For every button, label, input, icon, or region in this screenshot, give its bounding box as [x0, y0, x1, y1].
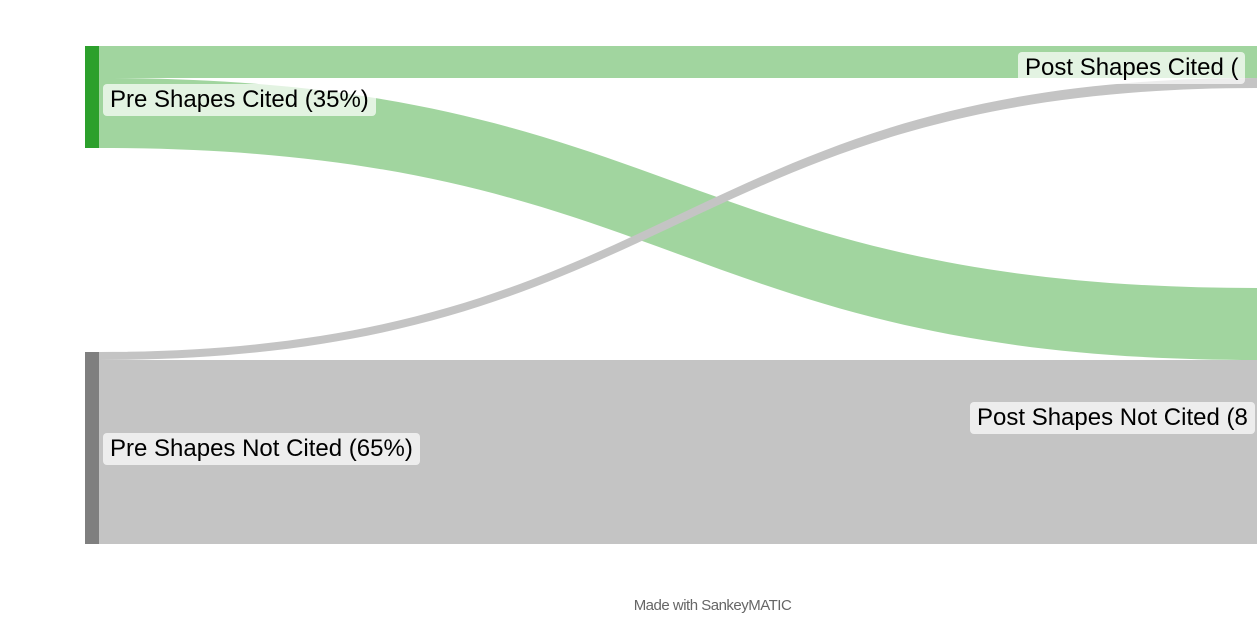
node-pre-shapes-not-cited [85, 352, 99, 544]
label-post-shapes-cited: Post Shapes Cited ( [1018, 52, 1246, 84]
flow-pre-cited-to-post-cited [99, 46, 1257, 78]
label-pre-shapes-not-cited: Pre Shapes Not Cited (65%) [103, 433, 420, 465]
label-post-shapes-not-cited: Post Shapes Not Cited (8 [970, 402, 1255, 434]
node-pre-shapes-cited [85, 46, 99, 148]
label-pre-shapes-cited: Pre Shapes Cited (35%) [103, 84, 376, 116]
made-with-sankeymatic-credit: Made with SankeyMATIC [633, 597, 792, 614]
flow-pre-not-cited-to-post-not-cited [99, 360, 1257, 544]
flow-pre-not-cited-to-post-cited [99, 78, 1257, 360]
